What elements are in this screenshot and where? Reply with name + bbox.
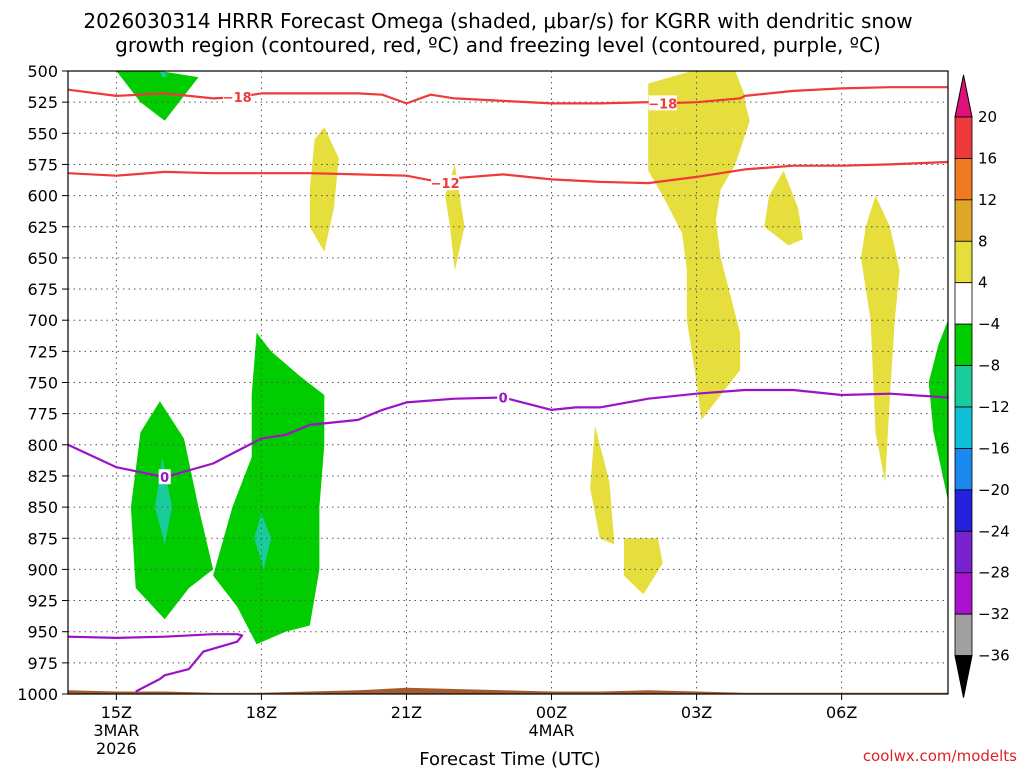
y-tick-label-650: 650 bbox=[27, 249, 58, 268]
omega-region-yellow-3 bbox=[764, 170, 803, 246]
y-tick-label-525: 525 bbox=[27, 93, 58, 112]
colorbar-label-4: 4 bbox=[978, 274, 988, 292]
y-tick-label-850: 850 bbox=[27, 498, 58, 517]
x-tick-label-00Z: 00Z bbox=[536, 703, 567, 722]
contour-label-bg-0-c-freezing-level-0 bbox=[158, 469, 171, 485]
omega-region-green-13 bbox=[928, 320, 948, 501]
colorbar-bin--24-to--20 bbox=[954, 489, 973, 532]
ground-layer bbox=[68, 687, 948, 694]
colorbar-label-0: 20 bbox=[978, 108, 997, 126]
contour-label--12-c-isotherm-0: −12 bbox=[431, 177, 460, 192]
chart-title-line-2: growth region (contoured, red, ºC) and f… bbox=[115, 33, 881, 57]
colorbar-label-3: 8 bbox=[978, 232, 988, 250]
contour-label-bg--12-c-isotherm-0 bbox=[431, 175, 460, 191]
omega-region-green-9 bbox=[130, 401, 214, 620]
y-tick-label-550: 550 bbox=[27, 124, 58, 143]
colorbar-bin--36-to--32 bbox=[954, 613, 973, 656]
colorbar-bin-16-to-20 bbox=[954, 116, 973, 159]
colorbar-bin--12-to--8 bbox=[954, 365, 973, 408]
x-tick-label-06Z: 06Z bbox=[826, 703, 857, 722]
y-tick-label-775: 775 bbox=[27, 405, 58, 424]
omega-region-yellow-4 bbox=[861, 195, 900, 483]
omega-region-yellow-2 bbox=[445, 164, 465, 271]
contour--12-c-isotherm bbox=[67, 160, 949, 185]
x-tick-sublabel-15Z: 3MAR bbox=[93, 721, 139, 740]
x-tick-label-03Z: 03Z bbox=[681, 703, 712, 722]
colorbar-label-12: −32 bbox=[978, 605, 1010, 623]
y-tick-label-900: 900 bbox=[27, 560, 58, 579]
x-tick-label-15Z: 15Z bbox=[101, 703, 132, 722]
colorbar-bin-8-to-12 bbox=[954, 199, 973, 242]
y-tick-label-750: 750 bbox=[27, 374, 58, 393]
y-tick-label-575: 575 bbox=[27, 155, 58, 174]
colorbar-bin-4-to-8 bbox=[954, 240, 973, 284]
colorbar-label-10: −24 bbox=[978, 522, 1010, 540]
contour-label-bg--18-c-isotherm-0 bbox=[223, 89, 252, 105]
omega-region-teal-12 bbox=[254, 513, 272, 570]
omega-region-yellow-5 bbox=[590, 426, 615, 545]
contour-label-bg-0-c-freezing-level-1 bbox=[497, 389, 510, 405]
credit-text: coolwx.com/modelts bbox=[863, 747, 1017, 765]
colorbar-label-9: −20 bbox=[978, 481, 1010, 499]
colorbar-label-13: −36 bbox=[978, 647, 1010, 665]
colorbar-label-5: −4 bbox=[978, 315, 1000, 333]
colorbar-label-8: −16 bbox=[978, 439, 1010, 457]
contour-label--18-c-isotherm-1: −18 bbox=[648, 97, 677, 112]
y-tick-label-700: 700 bbox=[27, 311, 58, 330]
y-tick-label-875: 875 bbox=[27, 529, 58, 548]
omega-region-green-11 bbox=[213, 332, 325, 645]
colorbar-bin--32-to--28 bbox=[954, 572, 973, 615]
colorbar-bin--16-to--12 bbox=[954, 406, 973, 449]
ground-fill bbox=[68, 687, 948, 694]
colorbar-label-1: 16 bbox=[978, 149, 997, 167]
y-tick-label-1000: 1000 bbox=[17, 685, 58, 704]
gridlines bbox=[68, 71, 948, 694]
colorbar-bin--8-to--4 bbox=[954, 323, 973, 366]
colorbar-bin--20-to--16 bbox=[954, 448, 973, 491]
x-tick-label-21Z: 21Z bbox=[391, 703, 422, 722]
y-tick-label-500: 500 bbox=[27, 62, 58, 81]
y-tick-label-825: 825 bbox=[27, 467, 58, 486]
contour-label-bg--18-c-isotherm-1 bbox=[648, 95, 677, 111]
omega-region-teal-8 bbox=[159, 71, 168, 78]
omega-region-yellow-6 bbox=[624, 538, 663, 595]
contour-lines: −18 −18 −12 0 0 bbox=[67, 86, 949, 693]
colorbar: 20 16 12 8 4 −4 −8 −12 −16 −20 −24 −28 −32 −36 bbox=[954, 74, 1010, 698]
colorbar-bottom-arrow bbox=[954, 655, 973, 698]
y-tick-label-950: 950 bbox=[27, 623, 58, 642]
y-tick-label-725: 725 bbox=[27, 342, 58, 361]
contour-0-c-near-surface bbox=[67, 633, 244, 693]
x-tick-label-18Z: 18Z bbox=[246, 703, 277, 722]
omega-region-yellow-0 bbox=[648, 71, 750, 420]
contour-0-c-freezing-level bbox=[67, 388, 949, 479]
chart-title-line-1: 2026030314 HRRR Forecast Omega (shaded, … bbox=[83, 9, 912, 33]
y-tick-label-925: 925 bbox=[27, 592, 58, 611]
colorbar-label-2: 12 bbox=[978, 191, 997, 209]
contour-label--18-c-isotherm-0: −18 bbox=[223, 91, 252, 106]
y-tick-label-675: 675 bbox=[27, 280, 58, 299]
y-tick-label-800: 800 bbox=[27, 436, 58, 455]
y-tick-label-975: 975 bbox=[27, 654, 58, 673]
x-tick-year-15Z: 2026 bbox=[96, 739, 137, 758]
omega-region-yellow-1 bbox=[309, 127, 339, 252]
colorbar-bin-12-to-16 bbox=[954, 158, 973, 201]
y-tick-label-600: 600 bbox=[27, 187, 58, 206]
colorbar-label-11: −28 bbox=[978, 564, 1010, 582]
contour-label-0-c-freezing-level-1: 0 bbox=[499, 391, 508, 406]
colorbar-label-6: −8 bbox=[978, 357, 1000, 375]
x-axis-label: Forecast Time (UTC) bbox=[419, 749, 600, 768]
contour-label-0-c-freezing-level-0: 0 bbox=[160, 471, 169, 486]
omega-region-green-7 bbox=[116, 71, 199, 121]
pressure-axis: 500 525 550 575 600 625 650 675 700 725 750 775 800 8… bbox=[17, 62, 68, 704]
y-tick-label-625: 625 bbox=[27, 218, 58, 237]
colorbar-bin--28-to--24 bbox=[954, 530, 973, 574]
colorbar-label-7: −12 bbox=[978, 398, 1010, 416]
x-tick-sublabel-00Z: 4MAR bbox=[528, 721, 574, 740]
colorbar-bin--4-to-4 bbox=[954, 282, 973, 325]
